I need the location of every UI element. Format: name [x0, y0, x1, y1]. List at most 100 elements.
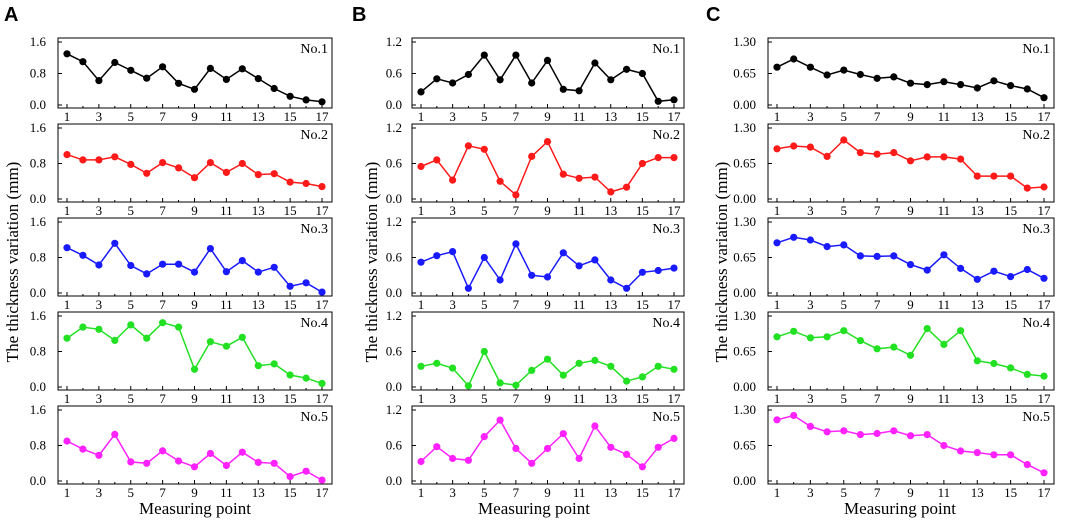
- data-point: [575, 174, 583, 182]
- x-tick-label: 9: [191, 109, 198, 124]
- x-tick-label: 3: [807, 297, 814, 312]
- data-point: [873, 429, 881, 438]
- data-point: [940, 153, 948, 161]
- data-point: [923, 266, 931, 274]
- x-tick-label: 5: [128, 297, 135, 312]
- y-tick-label: 1.30: [733, 120, 756, 135]
- data-point: [790, 55, 798, 63]
- data-point: [433, 252, 441, 260]
- x-tick-label: 1: [774, 109, 781, 124]
- data-point: [1023, 461, 1031, 469]
- data-point: [480, 347, 488, 356]
- data-point: [159, 319, 167, 327]
- data-point: [449, 248, 457, 256]
- x-tick-label: 11: [573, 391, 586, 406]
- x-tick-label: 15: [636, 485, 649, 500]
- data-point: [607, 362, 615, 370]
- x-tick-label: 5: [481, 391, 488, 406]
- data-point: [940, 340, 948, 348]
- data-point: [670, 365, 678, 373]
- data-point: [190, 85, 199, 93]
- x-tick-label: 3: [449, 203, 456, 218]
- series-label: No.3: [652, 222, 680, 237]
- data-point: [1007, 364, 1015, 372]
- x-tick-label: 1: [418, 391, 425, 406]
- y-tick-label: 1.2: [386, 34, 402, 49]
- data-point: [464, 382, 472, 390]
- series-line: [66, 153, 323, 188]
- data-point: [654, 154, 662, 162]
- x-tick-label: 17: [316, 297, 330, 312]
- data-point: [190, 174, 199, 182]
- x-tick-label: 11: [220, 297, 233, 312]
- data-point: [270, 360, 278, 368]
- x-tick-label: 13: [604, 109, 617, 124]
- x-tick-label: 11: [573, 297, 586, 312]
- data-point: [856, 337, 865, 345]
- data-point: [823, 243, 831, 251]
- x-tick-label: 15: [636, 297, 649, 312]
- y-tick-label: 1.6: [30, 120, 47, 135]
- x-tick-label: 11: [573, 485, 586, 500]
- data-point: [906, 432, 915, 440]
- series-label: No.1: [652, 42, 680, 57]
- data-point: [873, 345, 881, 353]
- y-tick-label: 0.6: [386, 438, 403, 453]
- data-point: [238, 159, 246, 168]
- x-tick-label: 13: [252, 391, 265, 406]
- y-tick-label: 0.65: [733, 438, 756, 453]
- data-point: [238, 257, 246, 265]
- data-point: [923, 431, 931, 439]
- data-point: [773, 416, 781, 424]
- data-point: [302, 179, 310, 188]
- data-point: [591, 356, 599, 364]
- x-tick-label: 5: [481, 109, 488, 124]
- y-tick-label: 0.65: [733, 344, 756, 359]
- data-point: [302, 96, 310, 104]
- data-point: [318, 379, 326, 387]
- x-tick-label: 5: [481, 203, 488, 218]
- data-point: [143, 74, 151, 82]
- x-tick-label: 15: [284, 485, 297, 500]
- data-point: [95, 261, 103, 269]
- data-point: [873, 252, 881, 260]
- x-tick-label: 5: [481, 297, 488, 312]
- data-point: [890, 427, 898, 435]
- y-tick-label: 0.6: [386, 344, 403, 359]
- data-point: [480, 253, 488, 262]
- y-tick-label: 0.65: [733, 66, 756, 81]
- data-point: [773, 239, 781, 247]
- y-tick-label: 0.0: [30, 473, 46, 488]
- data-point: [1007, 451, 1015, 459]
- data-point: [222, 461, 230, 470]
- y-tick-label: 0.0: [30, 191, 46, 206]
- data-point: [773, 63, 781, 71]
- data-point: [254, 458, 262, 466]
- data-point: [1040, 469, 1048, 477]
- x-tick-label: 9: [544, 297, 551, 312]
- data-point: [270, 263, 278, 271]
- data-point: [940, 78, 948, 86]
- data-point: [222, 268, 230, 276]
- data-point: [575, 359, 583, 367]
- data-point: [63, 334, 71, 342]
- panel-c-subplot-1-frame: [767, 37, 1055, 109]
- x-tick-label: 15: [636, 109, 649, 124]
- data-point: [806, 236, 815, 244]
- data-point: [773, 333, 781, 341]
- data-point: [95, 77, 103, 85]
- data-point: [238, 448, 246, 456]
- data-point: [111, 430, 119, 438]
- x-tick-label: 11: [220, 485, 233, 500]
- data-point: [790, 327, 798, 335]
- x-tick-label: 17: [1038, 485, 1052, 500]
- y-tick-label: 0.6: [386, 66, 403, 81]
- x-tick-label: 11: [938, 109, 951, 124]
- panel-a-subplot-5-frame: [57, 405, 333, 485]
- x-tick-label: 5: [128, 109, 135, 124]
- data-point: [1040, 94, 1048, 102]
- x-tick-label: 7: [159, 485, 166, 500]
- data-point: [143, 334, 151, 342]
- x-tick-label: 3: [449, 109, 456, 124]
